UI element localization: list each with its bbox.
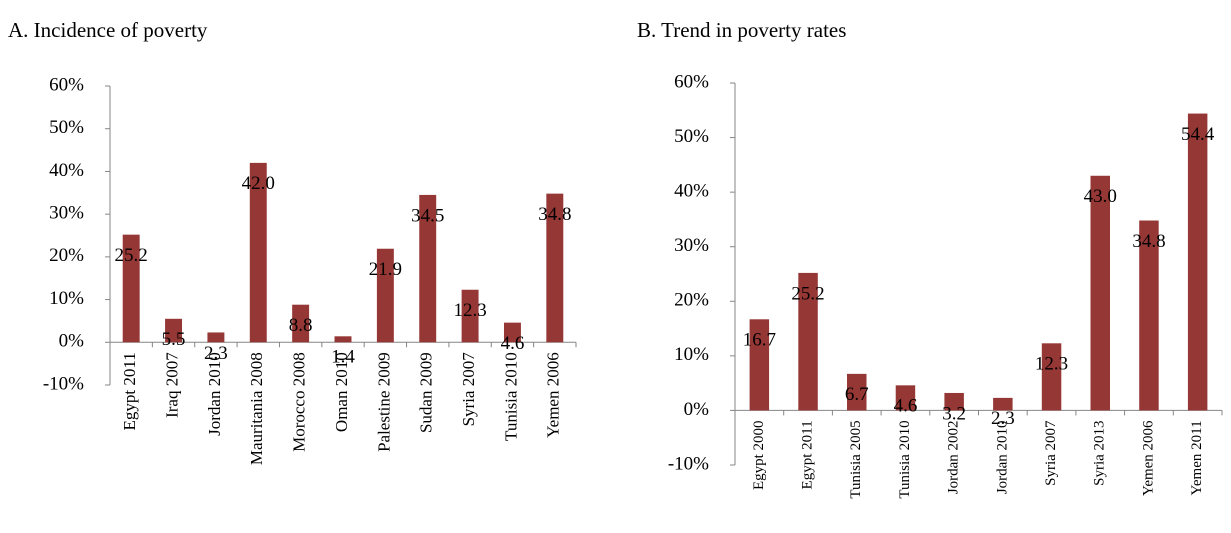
y-tick-label: -10% <box>668 453 709 474</box>
bar <box>895 385 916 411</box>
x-tick-label: Sudan 2009 <box>417 352 436 433</box>
x-tick-label: Jordan 2010 <box>994 420 1010 494</box>
x-tick-label: Yemen 2011 <box>1189 420 1205 495</box>
bar <box>249 162 267 343</box>
data-label: 12.3 <box>1035 354 1068 375</box>
x-tick-label: Yemen 2006 <box>1140 420 1156 496</box>
y-tick-label: 50% <box>49 117 84 138</box>
x-tick-label: Iraq 2007 <box>162 352 181 418</box>
y-tick-label: 0% <box>684 399 710 420</box>
data-label: 34.8 <box>1132 231 1165 252</box>
y-tick-label: 40% <box>674 181 709 202</box>
x-tick-label: Morocco 2008 <box>290 352 309 452</box>
x-tick-label: Palestine 2009 <box>374 352 393 452</box>
bar <box>944 392 964 411</box>
bar <box>419 194 437 343</box>
data-label: 6.7 <box>845 384 869 405</box>
x-tick-label: Yemen 2006 <box>544 352 563 438</box>
data-label: 4.6 <box>894 396 918 417</box>
y-tick-label: 30% <box>674 235 709 256</box>
bar <box>1041 343 1062 411</box>
y-tick-label: 20% <box>49 245 84 266</box>
y-tick-label: 50% <box>674 126 709 147</box>
data-label: 25.2 <box>791 283 824 304</box>
data-label: 3.2 <box>942 403 966 424</box>
y-tick-label: -10% <box>43 373 84 394</box>
y-tick-label: 30% <box>49 203 84 224</box>
data-label: 8.8 <box>289 315 313 336</box>
y-tick-label: 60% <box>49 74 84 95</box>
data-label: 34.8 <box>538 204 571 225</box>
x-tick-label: Tunisia 2010 <box>501 352 520 441</box>
bar <box>546 193 564 343</box>
bar <box>1187 113 1208 411</box>
bar <box>1139 220 1159 411</box>
bar <box>749 319 770 411</box>
bar <box>993 397 1013 411</box>
x-tick-label: Syria 2007 <box>459 352 478 427</box>
y-tick-label: 40% <box>49 160 84 181</box>
chart-title: B. Trend in poverty rates <box>637 18 846 42</box>
bar <box>207 332 225 343</box>
data-label: 2.3 <box>204 343 228 364</box>
x-tick-label: Jordan 2002 <box>946 420 962 494</box>
data-label: 12.3 <box>453 300 486 321</box>
bar <box>122 234 140 343</box>
bar <box>461 289 479 343</box>
y-tick-label: 10% <box>49 288 84 309</box>
bar <box>1090 175 1110 411</box>
data-label: 5.5 <box>162 329 186 350</box>
x-tick-label: Syria 2007 <box>1043 420 1059 486</box>
data-label: 54.4 <box>1181 124 1215 145</box>
bar <box>503 322 521 343</box>
y-tick-label: 60% <box>674 71 709 92</box>
y-tick-label: 10% <box>674 344 709 365</box>
data-label: 25.2 <box>115 245 148 266</box>
data-label: 1.4 <box>331 347 355 368</box>
data-label: 16.7 <box>743 330 776 351</box>
data-label: 21.9 <box>369 259 402 280</box>
bar <box>798 272 818 411</box>
x-tick-label: Jordan 2010 <box>205 352 224 436</box>
bar <box>292 304 310 343</box>
bar <box>165 318 183 343</box>
x-tick-label: Oman 2010 <box>332 352 351 432</box>
bar <box>334 336 352 343</box>
x-tick-label: Tunisia 2005 <box>848 420 864 498</box>
y-tick-label: 0% <box>59 331 85 352</box>
bar <box>376 248 394 343</box>
x-tick-label: Mauritania 2008 <box>247 352 266 465</box>
chart-title: A. Incidence of poverty <box>8 18 208 42</box>
x-tick-label: Tunisia 2010 <box>897 420 913 498</box>
bar <box>847 373 867 411</box>
data-label: 43.0 <box>1084 186 1117 207</box>
data-label: 42.0 <box>242 173 275 194</box>
y-tick-label: 20% <box>674 290 709 311</box>
x-tick-label: Egypt 2011 <box>799 420 815 489</box>
data-label: 34.5 <box>411 205 444 226</box>
data-label: 4.6 <box>501 333 525 354</box>
data-label: 2.3 <box>991 408 1015 429</box>
x-tick-label: Egypt 2000 <box>751 420 767 490</box>
x-tick-label: Egypt 2011 <box>120 352 139 430</box>
x-tick-label: Syria 2013 <box>1092 420 1108 485</box>
